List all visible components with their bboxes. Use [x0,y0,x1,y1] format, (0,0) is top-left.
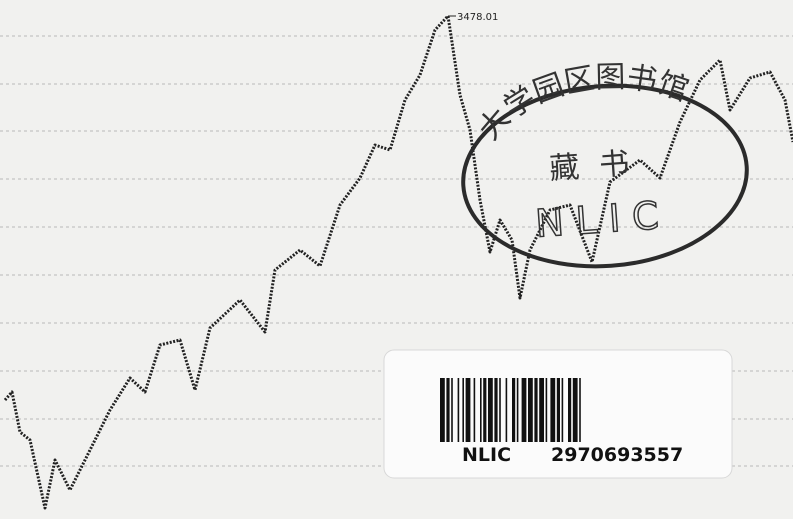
barcode-bars [440,378,581,442]
price-trace [3,14,793,510]
bar [505,378,508,442]
barcode-number: 2970693557 [551,444,683,466]
stamp-code: NLIC [534,193,672,246]
bar [561,378,564,442]
bar [556,378,560,442]
bar [440,378,445,442]
bar [473,378,476,442]
bar [499,378,501,442]
bar [488,378,493,442]
bar [512,378,516,442]
bar [483,378,487,442]
stamp-ring [461,83,749,269]
bar [521,378,527,442]
peak-label: 3478.01 [457,12,498,23]
bar [494,378,498,442]
bar [572,378,578,442]
bar [465,378,471,442]
bar [480,378,482,442]
bar [568,378,572,442]
bar [462,378,464,442]
bar [550,378,556,442]
bar [579,378,581,442]
barcode-label: NLIC 2970693557 [383,349,733,479]
bar [457,378,460,442]
bar [545,378,548,442]
bar [446,378,450,442]
stamp-center: 藏书 [548,145,650,187]
bar [534,378,538,442]
bar [451,378,453,442]
bar [516,378,519,442]
bar [539,378,544,442]
barcode-prefix: NLIC [462,444,511,466]
bar [528,378,533,442]
